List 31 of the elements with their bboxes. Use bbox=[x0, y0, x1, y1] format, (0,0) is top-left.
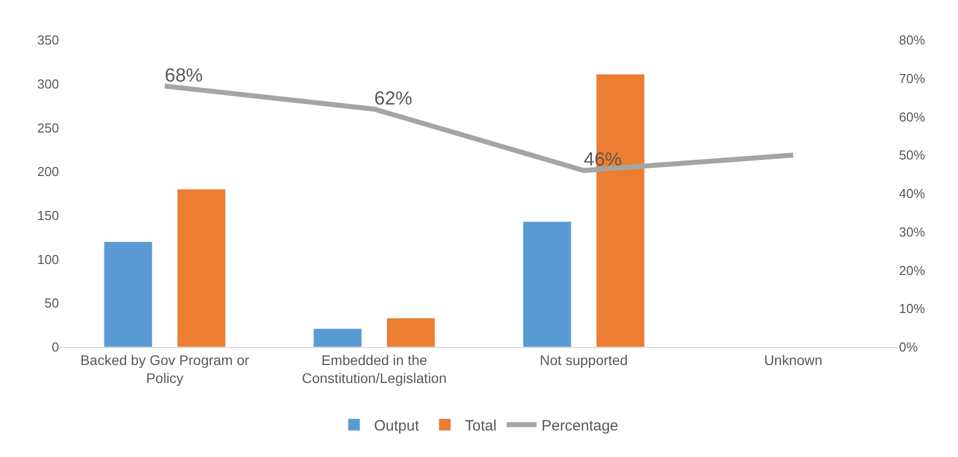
y2-tick-label: 60% bbox=[899, 109, 926, 124]
y-tick-label: 100 bbox=[37, 252, 59, 267]
y-tick-label: 300 bbox=[37, 76, 59, 92]
y2-tick-label: 30% bbox=[899, 224, 926, 240]
x-tick-label: Embedded in the Constitution/Legislation bbox=[302, 352, 447, 386]
x-tick-label: Backed by Gov Program or Policy bbox=[80, 352, 250, 386]
legend-label: Total bbox=[464, 418, 497, 434]
bar bbox=[522, 221, 572, 347]
y2-tick-label: 40% bbox=[899, 186, 926, 202]
y-tick-label: 0 bbox=[52, 340, 59, 355]
legend-label: Output bbox=[374, 418, 420, 434]
bar bbox=[386, 318, 436, 347]
y-tick-label: 350 bbox=[37, 32, 59, 48]
bar bbox=[313, 328, 362, 347]
legend-label: Percentage bbox=[542, 418, 618, 434]
y2-tick-label: 0% bbox=[899, 340, 918, 355]
x-tick-label: Not supported bbox=[540, 352, 628, 368]
y-tick-label: 250 bbox=[37, 120, 59, 136]
y2-tick-label: 70% bbox=[899, 70, 926, 86]
x-tick-label: Unknown bbox=[764, 352, 822, 368]
y2-tick-label: 10% bbox=[899, 301, 926, 316]
y-tick-label: 150 bbox=[37, 208, 59, 223]
y-tick-label: 50 bbox=[44, 296, 59, 311]
bar bbox=[177, 188, 226, 347]
y2-tick-label: 80% bbox=[899, 32, 926, 48]
y-tick-label: 200 bbox=[37, 164, 59, 180]
y2-tick-label: 20% bbox=[899, 262, 926, 278]
data-label: 62% bbox=[374, 88, 412, 110]
data-label: 68% bbox=[164, 65, 203, 86]
y2-tick-label: 50% bbox=[899, 148, 926, 163]
bar bbox=[104, 241, 152, 347]
